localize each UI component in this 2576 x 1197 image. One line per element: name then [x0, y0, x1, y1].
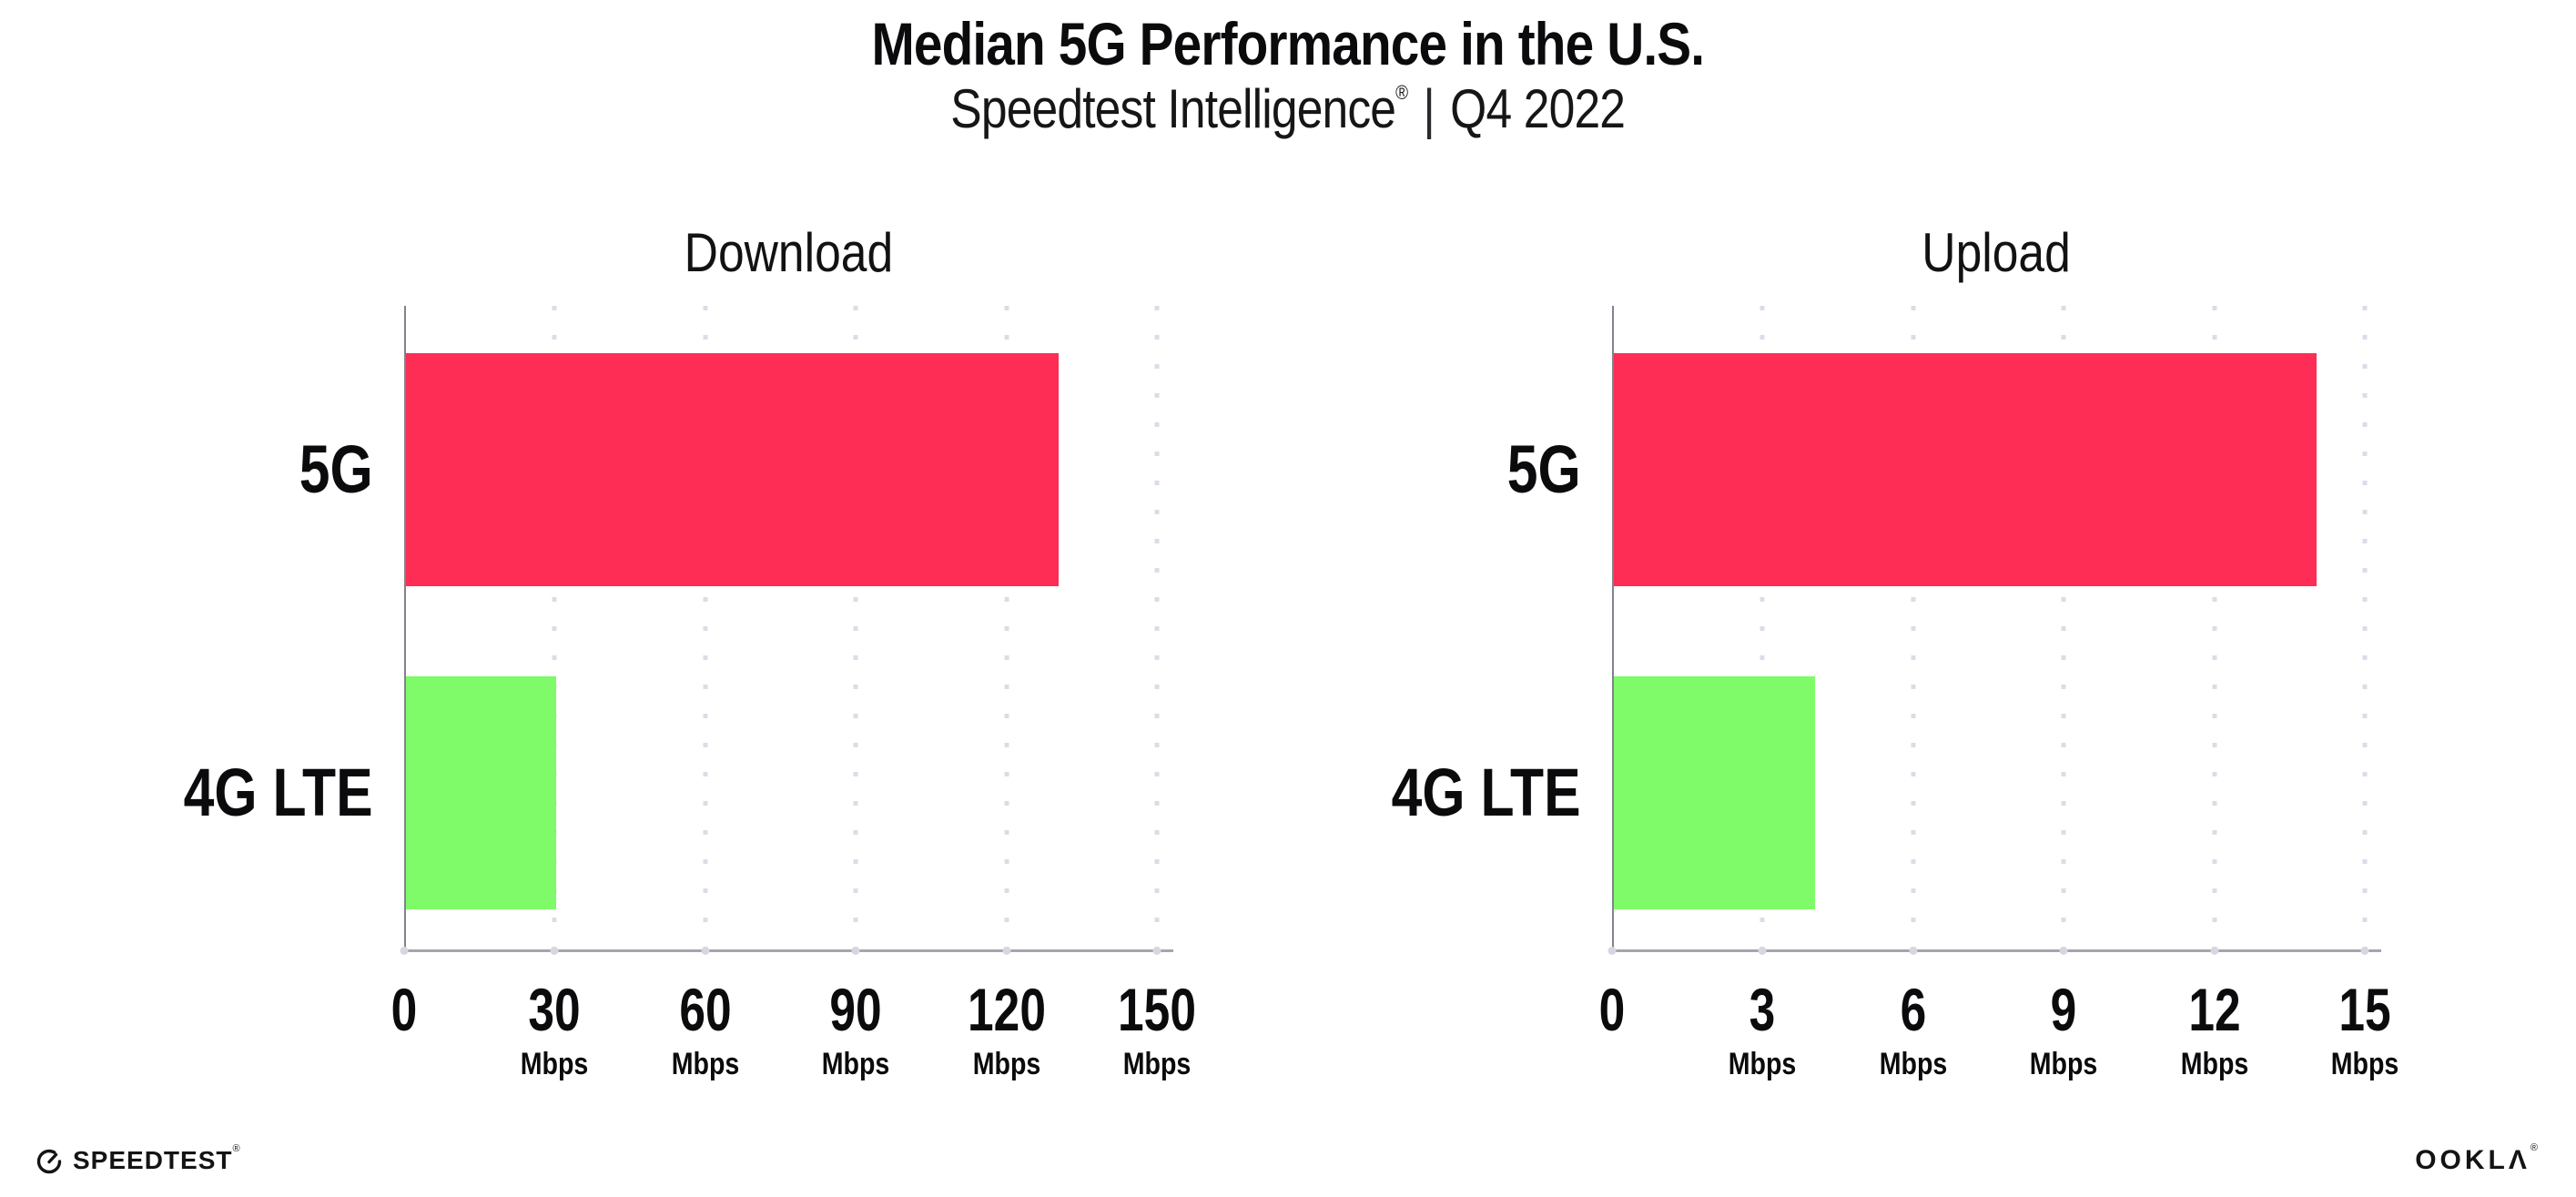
x-tick-unit: Mbps	[2330, 1047, 2399, 1081]
y-axis-line	[404, 306, 406, 952]
x-tick: 15 Mbps	[2325, 979, 2406, 1080]
chart-upload: Upload 5G 4G LTE 0 3 Mbps 6 Mbps 9 Mbps 12 Mbps 15…	[1392, 222, 2399, 1116]
category-label-text: 4G LTE	[1392, 755, 1581, 830]
axis-tick-dot	[851, 947, 860, 955]
x-axis-ticks-upload: 0 3 Mbps 6 Mbps 9 Mbps 12 Mbps 15 Mbps	[1599, 979, 2399, 1116]
x-tick-label: 12	[2187, 976, 2241, 1043]
registered-trademark-icon: ®	[1395, 81, 1408, 104]
subtitle-period: Q4 2022	[1450, 78, 1626, 139]
category-label-5g: 5G	[283, 353, 373, 586]
x-tick: 6 Mbps	[1872, 979, 1953, 1080]
x-tick: 9 Mbps	[2023, 979, 2104, 1080]
x-tick: 120 Mbps	[957, 979, 1057, 1080]
x-tick: 3 Mbps	[1722, 979, 1803, 1080]
x-axis-ticks-download: 0 30 Mbps 60 Mbps 90 Mbps 120 Mbps 150 Mbps	[391, 979, 1196, 1116]
x-tick-unit: Mbps	[1729, 1047, 1797, 1081]
category-label-text: 5G	[1507, 431, 1581, 507]
axis-tick-dot	[701, 947, 710, 955]
x-tick: 60 Mbps	[664, 979, 745, 1080]
x-tick-label: 3	[1749, 976, 1776, 1043]
speedtest-gauge-icon	[36, 1149, 62, 1174]
axis-tick-dot	[400, 947, 409, 955]
axis-tick-dot	[1607, 947, 1617, 955]
x-tick-unit: Mbps	[1879, 1047, 1948, 1081]
subtitle-separator: |	[1423, 78, 1435, 139]
gridline	[1760, 306, 1765, 952]
category-label-text: 4G LTE	[184, 755, 373, 830]
gridline	[2061, 306, 2066, 952]
x-tick-label: 0	[390, 976, 418, 1043]
chart-title-upload: Upload	[1922, 222, 2072, 283]
category-label-5g: 5G	[1491, 353, 1581, 586]
x-tick-label: 30	[528, 976, 582, 1043]
axis-tick-dot	[1909, 947, 1918, 955]
page-title: Median 5G Performance in the U.S.	[871, 10, 1706, 77]
x-axis-line	[404, 949, 1173, 952]
plot-area-download: 5G 4G LTE	[184, 306, 1173, 955]
x-tick: 0	[388, 979, 421, 1040]
x-tick-unit: Mbps	[671, 1047, 740, 1081]
ookla-wordmark: OOKLΛ®	[2415, 1142, 2541, 1175]
axis-tick-dot	[2360, 947, 2369, 955]
gridline	[703, 306, 708, 952]
x-tick-label: 9	[2050, 976, 2077, 1043]
ookla-trademark-icon: ®	[2530, 1142, 2541, 1153]
x-tick-unit: Mbps	[821, 1047, 890, 1081]
x-tick-unit: Mbps	[521, 1047, 589, 1081]
x-tick-label: 150	[1118, 976, 1196, 1043]
plot-area-upload: 5G 4G LTE	[1392, 306, 2381, 955]
x-tick: 30 Mbps	[514, 979, 595, 1080]
gridline	[1911, 306, 1916, 952]
gridline	[1004, 306, 1009, 952]
axis-tick-dot	[2059, 947, 2068, 955]
x-tick-label: 15	[2338, 976, 2391, 1043]
chart-title-download: Download	[684, 222, 894, 283]
x-tick-unit: Mbps	[1122, 1047, 1192, 1081]
x-tick-unit: Mbps	[2180, 1047, 2248, 1081]
x-tick-label: 90	[829, 976, 882, 1043]
x-tick: 90 Mbps	[816, 979, 897, 1080]
bar-4g-lte	[1614, 676, 1815, 909]
x-tick: 12 Mbps	[2174, 979, 2255, 1080]
chart-download: Download 5G 4G LTE 0 30 Mbps 60 Mbps 90 Mbps 120…	[184, 222, 1196, 1116]
x-tick-label: 120	[967, 976, 1046, 1043]
y-axis-line	[1612, 306, 1614, 952]
page-subtitle: Speedtest Intelligence® | Q4 2022	[0, 80, 2576, 137]
category-label-text: 5G	[299, 431, 373, 507]
x-tick: 150 Mbps	[1107, 979, 1207, 1080]
axis-tick-dot	[550, 947, 559, 955]
axis-tick-dot	[1758, 947, 1767, 955]
category-label-4g-lte: 4G LTE	[1350, 676, 1581, 909]
x-tick-label: 0	[1598, 976, 1626, 1043]
bar-4g-lte	[406, 676, 557, 909]
axis-tick-dot	[1002, 947, 1011, 955]
x-tick-label: 60	[679, 976, 732, 1043]
speedtest-wordmark: SPEEDTEST®	[73, 1143, 241, 1174]
x-tick: 0	[1596, 979, 1629, 1040]
gridline	[552, 306, 557, 952]
category-label-4g-lte: 4G LTE	[142, 676, 373, 909]
speedtest-logo: SPEEDTEST®	[35, 1143, 241, 1175]
axis-tick-dot	[2210, 947, 2219, 955]
x-tick-label: 6	[1900, 976, 1927, 1043]
bar-5g	[1614, 353, 2317, 586]
axis-tick-dot	[1152, 947, 1161, 955]
gridline	[2362, 306, 2368, 952]
speedtest-trademark-icon: ®	[232, 1143, 241, 1154]
gridline	[2212, 306, 2217, 952]
gridline	[853, 306, 858, 952]
x-axis-line	[1612, 949, 2381, 952]
footer: SPEEDTEST® OOKLΛ®	[35, 1142, 2541, 1179]
x-tick-unit: Mbps	[2029, 1047, 2098, 1081]
gridline	[1154, 306, 1160, 952]
subtitle-brand: Speedtest Intelligence	[950, 78, 1397, 139]
x-tick-unit: Mbps	[972, 1047, 1040, 1081]
bar-5g	[406, 353, 1059, 586]
